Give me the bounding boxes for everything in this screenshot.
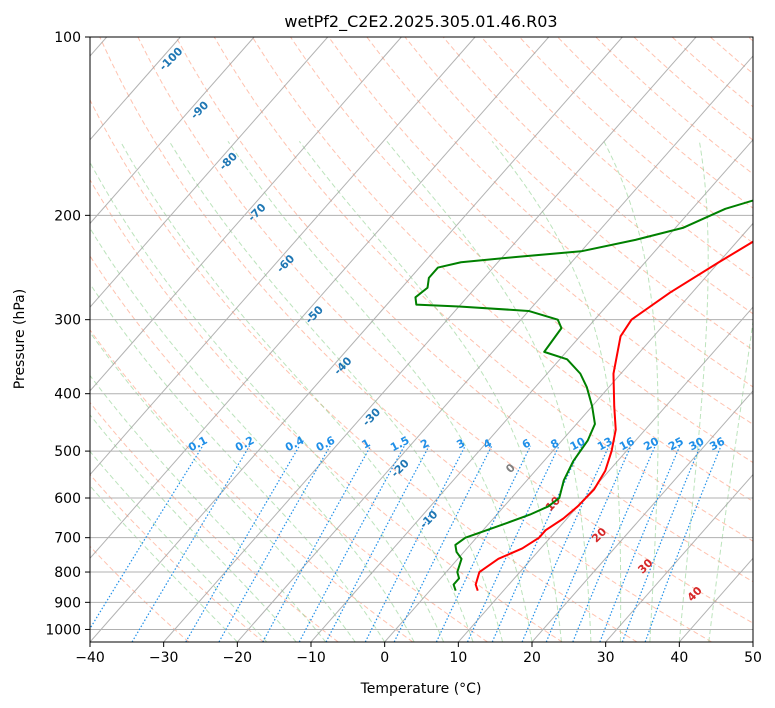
x-tick-label: 50 [744, 650, 762, 666]
x-tick-label: 20 [523, 650, 541, 666]
dry-adiabat-line [404, 37, 753, 351]
x-tick-label: −20 [223, 650, 253, 666]
dry-adiabat-line [251, 37, 753, 503]
plot-frame [89, 36, 754, 643]
chart-title: wetPf2_C2E2.2025.305.01.46.R03 [284, 12, 557, 32]
y-tick-label: 700 [54, 531, 81, 547]
dry-adiabat-line [290, 37, 753, 464]
mixing-ratio-line [218, 445, 331, 642]
y-axis-title: Pressure (hPa) [12, 289, 28, 389]
plot-area: 0.1 0.2 0.4 0.6 1 1.5 2 3 4 6 8 10 13 16 20 25 30 36-100-… [90, 37, 753, 642]
isotherms [90, 37, 753, 642]
dry-adiabat-line [90, 178, 563, 642]
mixing-ratio-line [621, 445, 701, 642]
pressure-gridlines [90, 37, 753, 630]
isotherm-line [163, 37, 697, 642]
mixing-ratio-line [185, 445, 300, 642]
isotherm-line [531, 390, 753, 642]
isotherm-line [310, 138, 753, 642]
isotherm-line [90, 37, 550, 560]
x-tick-label: −10 [296, 650, 326, 666]
mixing-ratio-label: 16 [617, 435, 637, 454]
isotherm-line [90, 37, 402, 392]
dry-adiabat-line [137, 37, 753, 624]
dry-adiabat-line [99, 37, 712, 642]
dry-adiabat-line [442, 37, 753, 315]
isotherm-line [90, 37, 181, 141]
mixing-ratio-line [131, 445, 251, 642]
mixing-ratio-line [393, 445, 493, 642]
mixing-ratio-label: 20 [641, 435, 661, 454]
isotherm-line [90, 37, 329, 308]
mixing-ratio-line [521, 445, 610, 642]
isotherm-line [605, 473, 753, 642]
mixing-ratio-line [435, 445, 532, 642]
mixing-ratio-label: 30 [687, 435, 707, 454]
mixing-ratio-label: 36 [707, 435, 727, 454]
x-axis-ticks: −40 −30 −20 −10 0 10 20 30 40 50 [75, 642, 762, 666]
dewpoint-profile-line [414, 199, 753, 591]
y-tick-label: 300 [54, 313, 81, 329]
dry-adiabat-line [328, 37, 753, 425]
mixing-ratio-label: 13 [595, 435, 615, 454]
mixing-ratio-line [572, 445, 656, 642]
isotherm-line [384, 222, 753, 642]
x-tick-label: 10 [449, 650, 467, 666]
y-tick-label: 1000 [45, 622, 81, 638]
dry-adiabat-line [90, 401, 339, 642]
y-tick-label: 600 [54, 491, 81, 507]
dry-adiabat-line [90, 255, 488, 642]
mixing-ratio-line [644, 445, 722, 642]
isotherm-line [90, 37, 623, 642]
y-tick-label: 900 [54, 595, 81, 611]
dry-adiabat-line [175, 37, 753, 583]
y-tick-label: 800 [54, 565, 81, 581]
mixing-ratio-line [466, 445, 560, 642]
x-tick-label: 0 [380, 650, 389, 666]
x-tick-label: −30 [149, 650, 179, 666]
y-tick-label: 400 [54, 387, 81, 403]
temperature-profile-line [474, 240, 753, 591]
y-tick-label: 500 [54, 444, 81, 460]
isotherm-line [457, 306, 753, 642]
profile-series [414, 199, 753, 591]
dry-adiabat-line [90, 98, 638, 642]
mixing-ratio-line [545, 445, 632, 642]
mixing-ratio-line [90, 445, 204, 630]
y-axis-ticks: 1000 900 800 700 600 500 400 300 200 100 [45, 30, 90, 638]
dry-adiabat-line [90, 473, 264, 642]
isotherm-line [236, 55, 753, 642]
mixing-ratio-line [599, 445, 681, 642]
x-axis-title: Temperature (°C) [360, 681, 482, 697]
isotherm-line [90, 37, 255, 225]
x-tick-label: 30 [597, 650, 615, 666]
mixing-ratio-label: 25 [666, 435, 686, 454]
mixing-ratio-line [262, 445, 372, 642]
x-tick-label: −40 [75, 650, 105, 666]
isotherm-line [90, 37, 476, 476]
y-tick-label: 100 [54, 30, 81, 46]
x-tick-label: 40 [670, 650, 688, 666]
y-tick-label: 200 [54, 208, 81, 224]
